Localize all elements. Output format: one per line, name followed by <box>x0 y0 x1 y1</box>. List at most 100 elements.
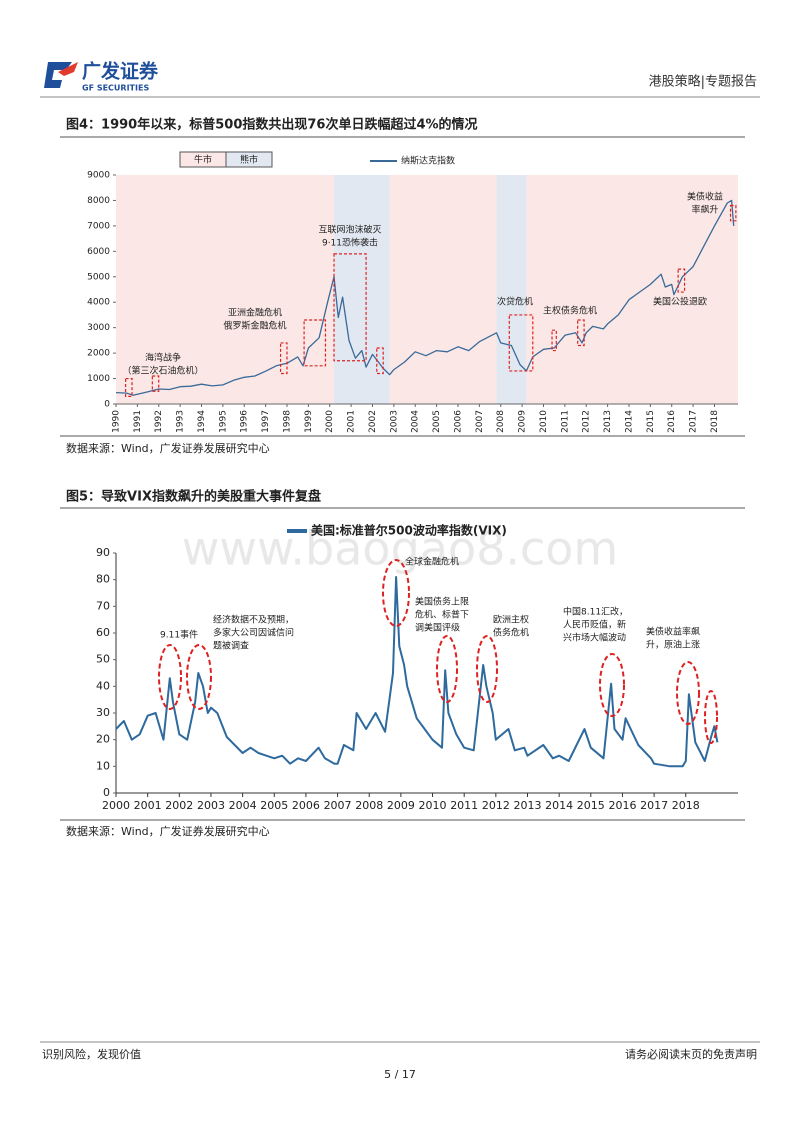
x-tick-label: 2012 <box>482 799 510 812</box>
annotation: 多家大公司因诚信问 <box>213 627 294 639</box>
y-tick-label: 8000 <box>87 196 110 206</box>
x-tick-label: 2016 <box>608 799 636 812</box>
annotation: 俄罗斯金融危机 <box>223 320 286 332</box>
annotation: 调美国评级 <box>415 622 460 634</box>
annotation: 中国8.11汇改， <box>563 606 628 618</box>
legend-label: 纳斯达克指数 <box>401 155 455 167</box>
y-tick-label: 10 <box>96 759 110 772</box>
x-tick-label: 2008 <box>355 799 383 812</box>
x-tick-label: 2012 <box>582 410 592 433</box>
drop-box <box>303 319 327 367</box>
y-tick-label: 3000 <box>87 323 110 333</box>
annotation: 人民币贬值，新 <box>563 619 626 631</box>
x-tick-label: 2017 <box>640 799 668 812</box>
legend-label: 牛市 <box>194 154 212 166</box>
x-tick-label: 2014 <box>545 799 573 812</box>
y-tick-label: 40 <box>96 679 110 692</box>
event-circle <box>476 635 498 703</box>
x-tick-label: 2005 <box>432 410 442 433</box>
annotation: 主权债务危机 <box>543 305 597 317</box>
x-tick-label: 1991 <box>133 410 143 433</box>
x-tick-label: 2013 <box>603 410 613 433</box>
event-circle <box>158 644 182 710</box>
y-tick-label: 0 <box>104 400 110 410</box>
x-tick-label: 2007 <box>475 410 485 433</box>
x-tick-label: 2004 <box>229 799 257 812</box>
annotation: 危机、标普下 <box>415 609 469 621</box>
x-tick-label: 2003 <box>389 410 399 433</box>
y-tick-label: 1000 <box>87 374 110 384</box>
figure-title: 图4：1990年以来，标普500指数共出现76次单日跌幅超过4%的情况 <box>66 117 478 133</box>
annotation: （第三次石油危机） <box>122 365 203 377</box>
x-tick-label: 2017 <box>689 410 699 433</box>
y-tick-label: 6000 <box>87 247 110 257</box>
x-tick-label: 2018 <box>710 410 720 433</box>
annotation: 欧洲主权 <box>493 614 529 626</box>
brand-en: GF SECURITIES <box>82 84 149 93</box>
drop-box <box>279 342 288 375</box>
bull-background <box>116 175 738 404</box>
x-tick-label: 2009 <box>387 799 415 812</box>
drop-box <box>151 375 160 392</box>
x-tick-label: 1999 <box>304 410 314 433</box>
x-tick-label: 2013 <box>514 799 542 812</box>
annotation: 率飙升 <box>691 204 718 216</box>
footer-right: 请务必阅读末页的免责声明 <box>625 1047 757 1061</box>
drop-box <box>333 253 367 362</box>
annotation: 美国债务上限 <box>415 596 469 608</box>
annotation: 全球金融危机 <box>405 556 459 568</box>
x-tick-label: 2002 <box>368 410 378 433</box>
x-tick-label: 1997 <box>261 410 271 433</box>
x-tick-label: 2015 <box>577 799 605 812</box>
y-tick-label: 2000 <box>87 349 110 359</box>
x-tick-label: 1992 <box>154 410 164 433</box>
x-tick-label: 2018 <box>672 799 700 812</box>
y-tick-label: 5000 <box>87 272 110 282</box>
y-tick-label: 80 <box>96 573 110 586</box>
x-tick-label: 2008 <box>496 410 506 433</box>
x-tick-label: 2010 <box>419 799 447 812</box>
annotation: 经济数据不及预期， <box>213 614 294 626</box>
source: 数据来源：Wind，广发证券发展研究中心 <box>66 824 270 838</box>
x-tick-label: 2006 <box>453 410 463 433</box>
watermark: www.baogao8.com <box>182 522 618 576</box>
y-tick-label: 30 <box>96 706 110 719</box>
x-tick-label: 2000 <box>325 410 335 433</box>
annotation: 兴市场大幅波动 <box>563 632 626 644</box>
y-tick-label: 50 <box>96 653 110 666</box>
page-number: 5 / 17 <box>384 1068 416 1081</box>
x-tick-label: 2001 <box>134 799 162 812</box>
legend-box <box>225 151 273 168</box>
x-tick-label: 1990 <box>112 410 122 433</box>
event-circle <box>599 653 625 717</box>
bear-band <box>334 175 390 404</box>
x-tick-label: 2003 <box>197 799 225 812</box>
y-tick-label: 70 <box>96 599 110 612</box>
y-tick-label: 4000 <box>87 298 110 308</box>
x-tick-label: 2005 <box>260 799 288 812</box>
bear-band <box>496 175 527 404</box>
y-tick-label: 0 <box>103 786 110 799</box>
y-tick-label: 60 <box>96 626 110 639</box>
drop-box <box>508 314 534 372</box>
series-line <box>115 576 719 768</box>
annotation: 债务危机 <box>493 627 529 639</box>
x-tick-label: 2006 <box>292 799 320 812</box>
figure-title: 图5：导致VIX指数飙升的美股重大事件复盘 <box>66 489 321 505</box>
drop-box <box>677 268 686 293</box>
annotation: 题被调查 <box>213 640 249 652</box>
x-tick-label: 1995 <box>218 410 228 433</box>
series-line <box>115 199 735 396</box>
annotation: 互联网泡沫破灭 <box>318 224 381 236</box>
x-tick-label: 2016 <box>667 410 677 433</box>
y-tick-label: 7000 <box>87 221 110 231</box>
event-circle <box>676 661 700 725</box>
x-tick-label: 1996 <box>240 410 250 433</box>
x-tick-label: 1993 <box>176 410 186 433</box>
x-tick-label: 2011 <box>450 799 478 812</box>
x-tick-label: 2007 <box>324 799 352 812</box>
brand: 广发证券 <box>82 60 159 83</box>
annotation: 9.11事件 <box>160 629 198 641</box>
